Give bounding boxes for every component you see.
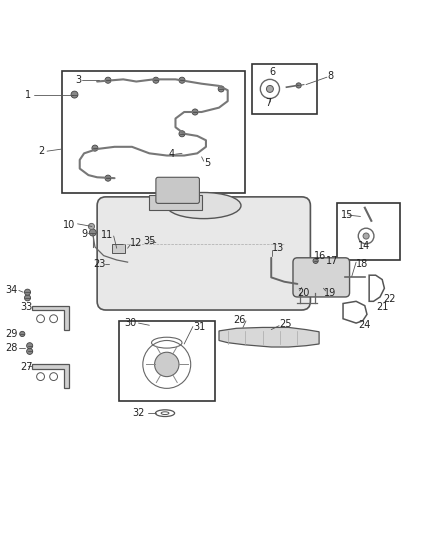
- Text: 11: 11: [101, 230, 113, 240]
- Circle shape: [179, 77, 185, 83]
- Circle shape: [313, 258, 318, 263]
- Text: 12: 12: [130, 238, 142, 248]
- Text: 35: 35: [143, 236, 155, 246]
- Bar: [119, 321, 215, 401]
- Circle shape: [20, 332, 25, 336]
- Circle shape: [25, 289, 31, 295]
- Text: 30: 30: [124, 318, 136, 328]
- Text: 6: 6: [269, 67, 275, 77]
- Text: 20: 20: [297, 288, 310, 297]
- Polygon shape: [32, 365, 69, 389]
- Text: 4: 4: [169, 149, 175, 159]
- Text: 14: 14: [358, 240, 371, 251]
- Text: 24: 24: [358, 320, 371, 330]
- Polygon shape: [219, 327, 319, 347]
- Polygon shape: [32, 305, 69, 329]
- Text: 9: 9: [81, 229, 88, 239]
- Text: 26: 26: [233, 314, 246, 325]
- Circle shape: [25, 295, 31, 301]
- Bar: [62, 71, 245, 192]
- Text: 2: 2: [39, 146, 45, 156]
- Circle shape: [192, 109, 198, 115]
- Circle shape: [27, 349, 33, 354]
- Bar: [113, 244, 125, 253]
- Text: 25: 25: [279, 319, 292, 329]
- FancyBboxPatch shape: [156, 177, 199, 204]
- Circle shape: [266, 85, 273, 92]
- Bar: [149, 195, 201, 210]
- Text: 18: 18: [356, 259, 368, 269]
- Text: 3: 3: [75, 75, 81, 85]
- Circle shape: [71, 91, 78, 98]
- Circle shape: [218, 86, 224, 92]
- Text: 32: 32: [133, 408, 145, 418]
- Circle shape: [92, 145, 98, 151]
- Text: 5: 5: [204, 158, 210, 168]
- Text: 23: 23: [93, 260, 105, 269]
- Text: 1: 1: [25, 90, 32, 100]
- Text: 16: 16: [314, 251, 326, 261]
- Text: 29: 29: [6, 329, 18, 339]
- Circle shape: [296, 83, 301, 88]
- Text: 22: 22: [383, 294, 396, 304]
- Text: 10: 10: [63, 220, 75, 230]
- Circle shape: [153, 77, 159, 83]
- Text: 8: 8: [328, 71, 334, 81]
- Circle shape: [105, 77, 111, 83]
- Ellipse shape: [166, 192, 241, 219]
- Text: 19: 19: [324, 288, 336, 297]
- Bar: [252, 64, 317, 114]
- FancyBboxPatch shape: [97, 197, 311, 310]
- Text: 17: 17: [325, 256, 338, 266]
- Text: 21: 21: [377, 302, 389, 312]
- Text: 28: 28: [6, 343, 18, 353]
- Text: 15: 15: [341, 210, 353, 220]
- Circle shape: [155, 352, 179, 377]
- Text: 13: 13: [272, 243, 284, 253]
- Text: 27: 27: [20, 361, 32, 372]
- Circle shape: [27, 343, 33, 349]
- Circle shape: [105, 175, 111, 181]
- Text: 7: 7: [265, 98, 272, 108]
- Circle shape: [363, 233, 369, 239]
- Text: 33: 33: [20, 302, 32, 312]
- FancyBboxPatch shape: [293, 258, 350, 297]
- Circle shape: [89, 229, 96, 236]
- Text: 31: 31: [193, 322, 205, 333]
- Bar: [336, 204, 399, 260]
- Text: 34: 34: [6, 286, 18, 295]
- Circle shape: [88, 223, 95, 230]
- Circle shape: [179, 131, 185, 137]
